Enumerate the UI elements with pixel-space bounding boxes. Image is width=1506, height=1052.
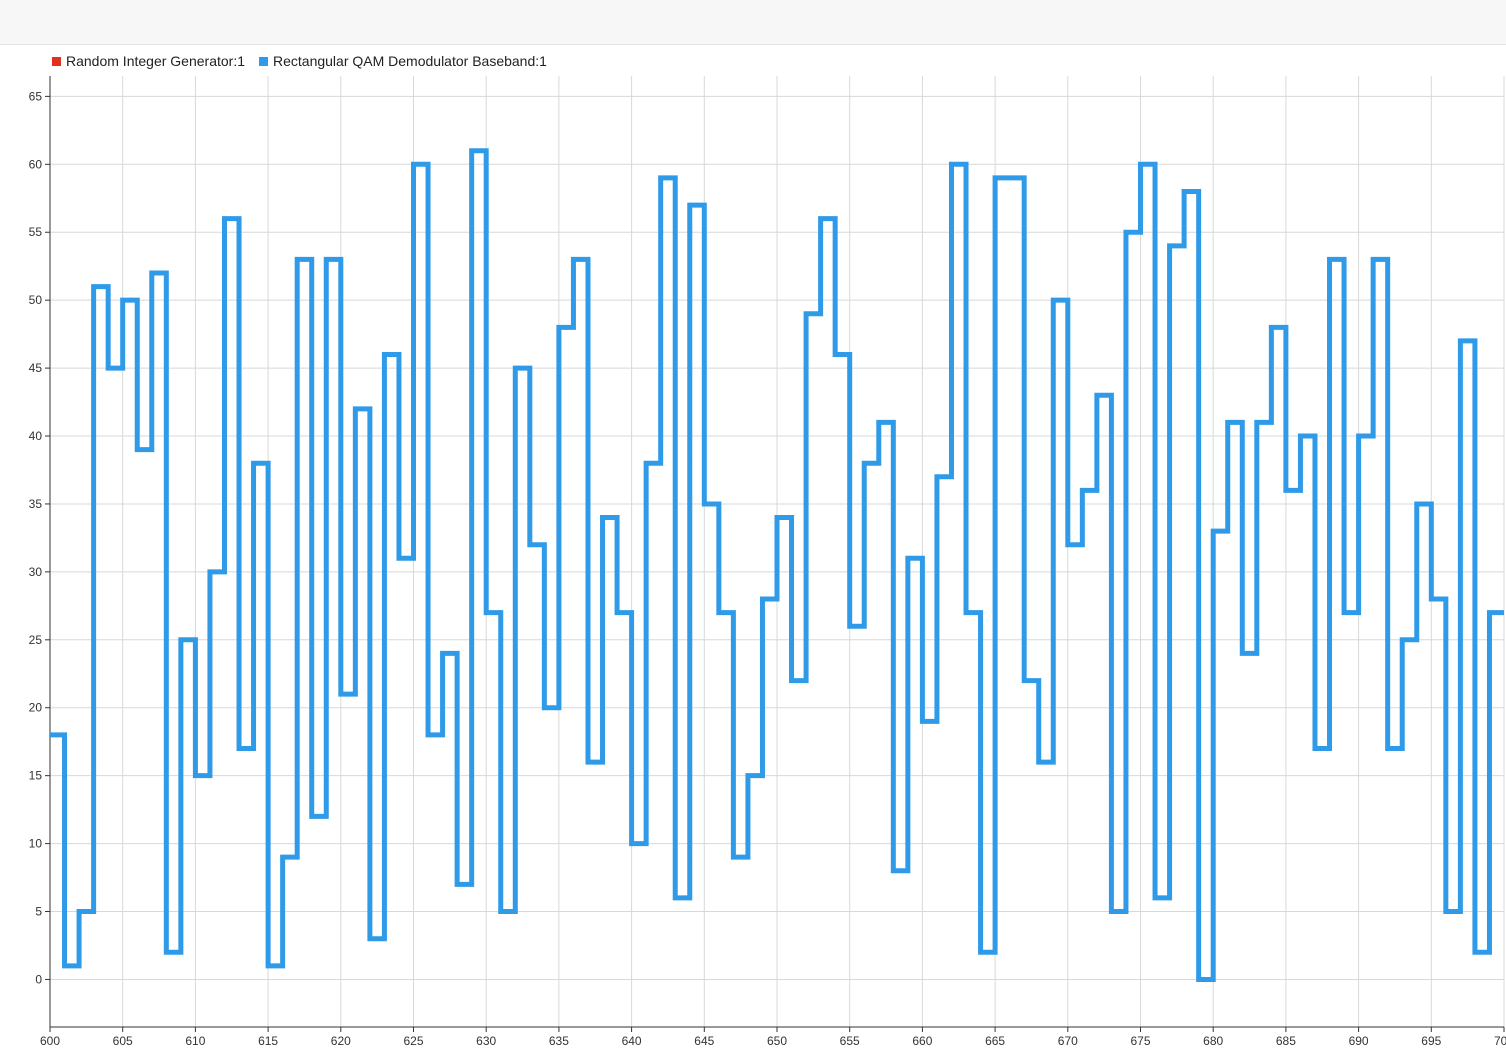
x-tick-label: 665 [985,1034,1005,1048]
legend-label: Random Integer Generator:1 [66,53,245,69]
x-tick-label: 625 [403,1034,423,1048]
x-tick-label: 685 [1276,1034,1296,1048]
x-tick-label: 640 [622,1034,642,1048]
y-tick-label: 40 [29,429,43,443]
x-tick-label: 620 [331,1034,351,1048]
x-tick-label: 695 [1421,1034,1441,1048]
y-tick-label: 30 [29,565,43,579]
y-tick-label: 5 [35,905,42,919]
x-tick-label: 680 [1203,1034,1223,1048]
legend-swatch-blue [259,56,268,66]
legend-label: Rectangular QAM Demodulator Baseband:1 [273,53,547,69]
x-tick-label: 690 [1349,1034,1369,1048]
x-tick-label: 605 [113,1034,133,1048]
legend-item-random-integer-generator[interactable]: Random Integer Generator:1 [52,53,245,69]
x-tick-label: 635 [549,1034,569,1048]
x-tick-label: 670 [1058,1034,1078,1048]
x-tick-label: 650 [767,1034,787,1048]
x-tick-label: 610 [185,1034,205,1048]
y-tick-label: 15 [29,769,43,783]
series-line-2 [50,148,1504,982]
y-tick-label: 0 [35,972,42,986]
x-tick-label: 675 [1130,1034,1150,1048]
toolbar-area [0,0,1506,45]
y-tick-label: 65 [29,89,43,103]
y-tick-label: 45 [29,361,43,375]
y-tick-label: 20 [29,701,43,715]
y-tick-label: 10 [29,837,43,851]
y-tick-label: 50 [29,293,43,307]
legend-item-qam-demodulator[interactable]: Rectangular QAM Demodulator Baseband:1 [259,53,547,69]
x-tick-label: 645 [694,1034,714,1048]
legend-swatch-red [52,56,61,66]
y-tick-label: 25 [29,633,43,647]
x-tick-label: 660 [912,1034,932,1048]
x-tick-label: 600 [40,1034,60,1048]
x-tick-label: 615 [258,1034,278,1048]
legend: Random Integer Generator:1 Rectangular Q… [52,51,547,71]
x-tick-label: 655 [840,1034,860,1048]
y-tick-label: 55 [29,225,43,239]
x-tick-label: 700 [1494,1034,1506,1048]
x-tick-label: 630 [476,1034,496,1048]
y-tick-label: 35 [29,497,43,511]
y-tick-label: 60 [29,157,43,171]
